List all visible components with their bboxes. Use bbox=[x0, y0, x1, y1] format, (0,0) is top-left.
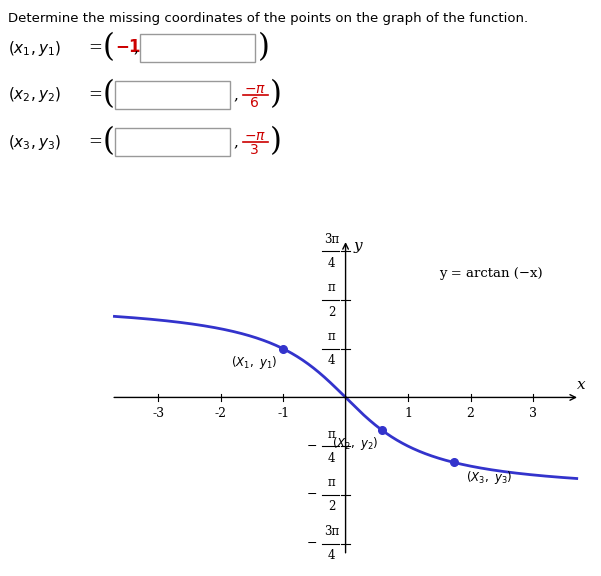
Text: $( X_3 ,\ y_3 )$: $( X_3 ,\ y_3 )$ bbox=[466, 469, 513, 486]
Text: Determine the missing coordinates of the points on the graph of the function.: Determine the missing coordinates of the… bbox=[8, 12, 528, 25]
Text: ): ) bbox=[258, 32, 270, 63]
Text: −: − bbox=[307, 488, 317, 501]
Text: π: π bbox=[328, 282, 335, 294]
Text: 4: 4 bbox=[328, 354, 335, 367]
Text: 4: 4 bbox=[328, 549, 335, 562]
Text: 1: 1 bbox=[404, 407, 412, 420]
Text: (: ( bbox=[103, 79, 115, 111]
Text: $(x_1, y_1)$: $(x_1, y_1)$ bbox=[8, 39, 61, 58]
Text: x: x bbox=[578, 378, 586, 392]
Text: y: y bbox=[353, 239, 362, 253]
Text: ,: , bbox=[133, 41, 138, 55]
Text: (: ( bbox=[103, 127, 115, 157]
Text: =: = bbox=[88, 134, 102, 150]
Text: -1: -1 bbox=[277, 407, 289, 420]
Text: 2: 2 bbox=[328, 306, 335, 319]
Text: ,: , bbox=[233, 135, 238, 149]
Text: $6$: $6$ bbox=[249, 96, 259, 110]
Text: $-\pi$: $-\pi$ bbox=[244, 129, 266, 143]
Text: π: π bbox=[328, 330, 335, 343]
Text: =: = bbox=[88, 86, 102, 104]
Text: 3π: 3π bbox=[325, 233, 340, 246]
Text: y = arctan (−x): y = arctan (−x) bbox=[439, 267, 543, 280]
Text: -2: -2 bbox=[215, 407, 227, 420]
Text: −: − bbox=[307, 537, 317, 550]
Text: =: = bbox=[88, 40, 102, 56]
Text: 4: 4 bbox=[328, 257, 335, 270]
Text: ,: , bbox=[233, 88, 238, 102]
Text: 3: 3 bbox=[529, 407, 537, 420]
Text: 2: 2 bbox=[328, 501, 335, 513]
Text: 2: 2 bbox=[466, 407, 474, 420]
Text: (: ( bbox=[103, 32, 115, 63]
Text: $( X_2 ,\ y_2 )$: $( X_2 ,\ y_2 )$ bbox=[332, 435, 379, 452]
Text: π: π bbox=[328, 427, 335, 441]
Text: −: − bbox=[307, 439, 317, 453]
Text: ): ) bbox=[270, 79, 282, 111]
Text: $\mathbf{-1}$: $\mathbf{-1}$ bbox=[115, 40, 141, 56]
FancyBboxPatch shape bbox=[115, 128, 230, 156]
Text: ): ) bbox=[270, 127, 282, 157]
Text: π: π bbox=[328, 476, 335, 489]
Text: 3π: 3π bbox=[325, 525, 340, 538]
Text: $(x_2, y_2)$: $(x_2, y_2)$ bbox=[8, 85, 61, 104]
Text: 4: 4 bbox=[328, 452, 335, 465]
FancyBboxPatch shape bbox=[140, 34, 255, 62]
Text: $-\pi$: $-\pi$ bbox=[244, 82, 266, 96]
Text: $(x_3, y_3)$: $(x_3, y_3)$ bbox=[8, 132, 61, 151]
Text: $( X_1 ,\ y_1 )$: $( X_1 ,\ y_1 )$ bbox=[231, 354, 277, 371]
FancyBboxPatch shape bbox=[115, 81, 230, 109]
Text: -3: -3 bbox=[152, 407, 164, 420]
Text: $3$: $3$ bbox=[249, 143, 258, 157]
